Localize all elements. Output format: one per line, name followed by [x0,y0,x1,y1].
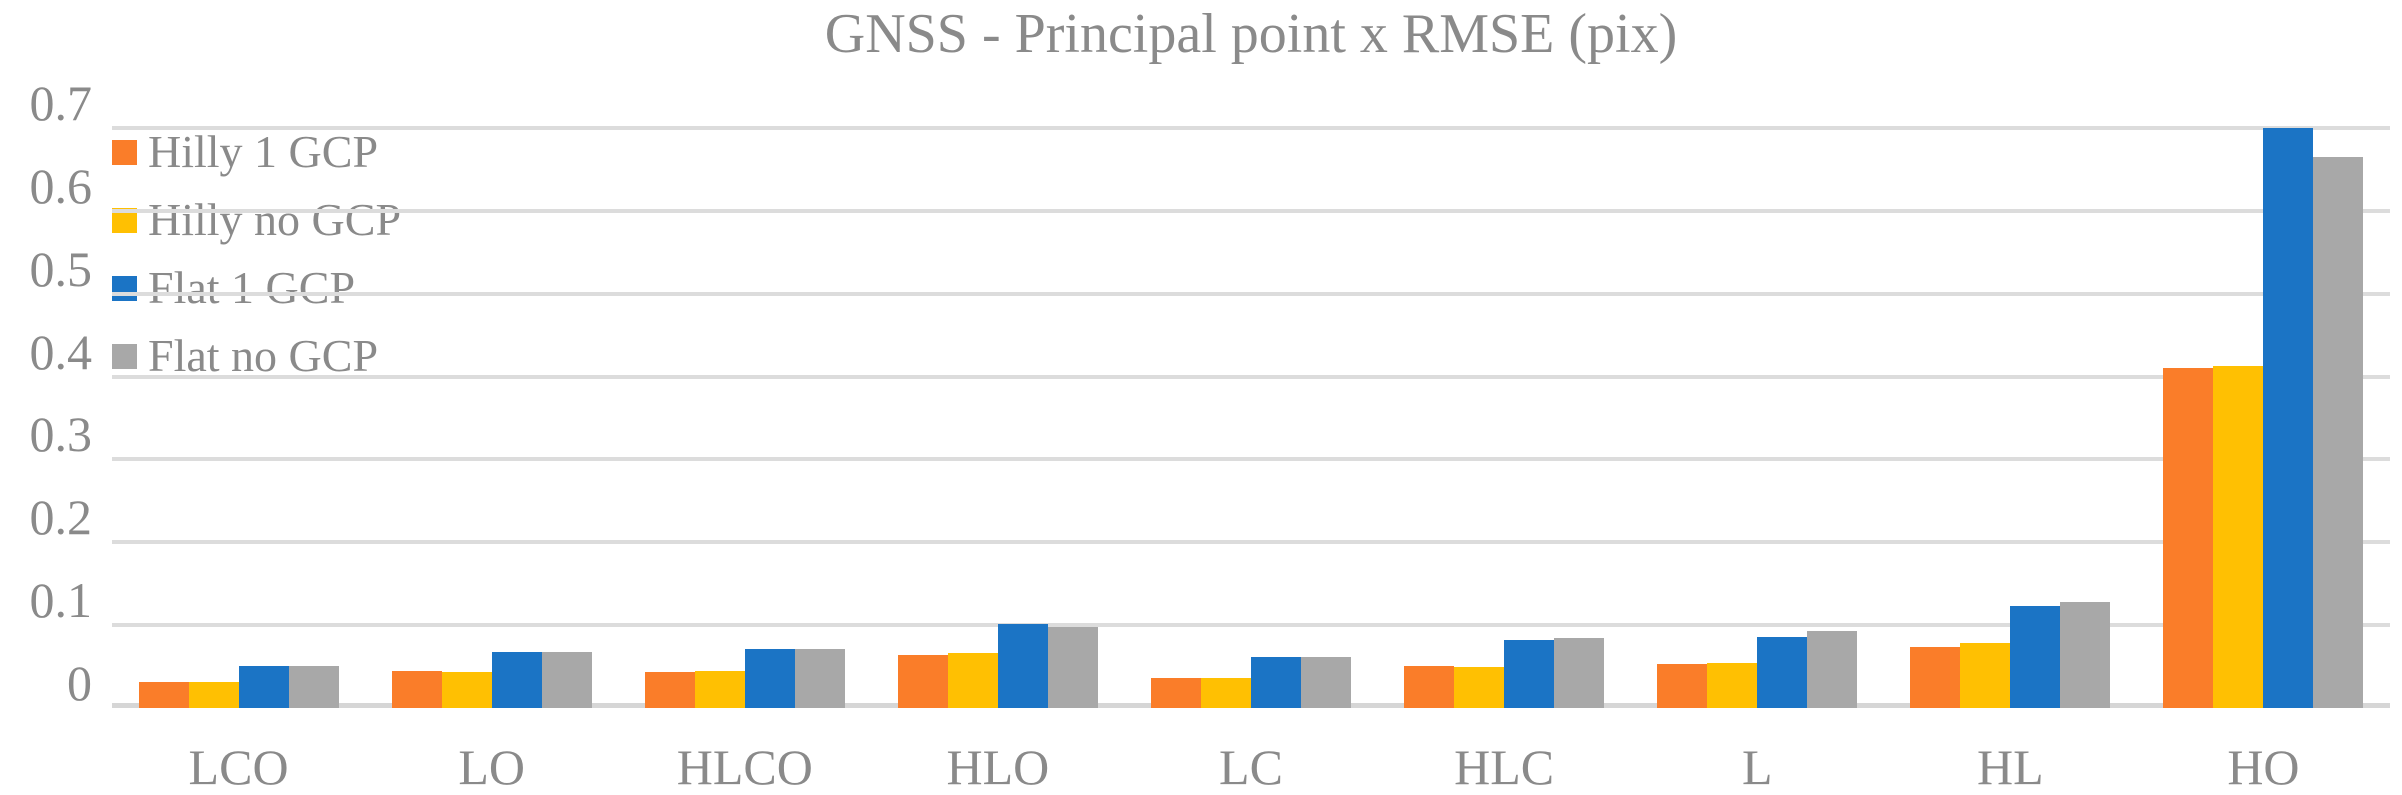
bar [288,665,339,708]
bar [2163,368,2214,708]
y-tick-label: 0.3 [29,406,93,463]
bar [1504,640,1555,708]
bar [1910,646,1961,708]
y-tick-label: 0.6 [29,157,93,214]
bar [1201,678,1251,708]
bar [1047,626,1098,708]
bar [1151,678,1201,708]
gridline [112,126,2390,130]
gridline [112,291,2390,296]
legend-item: Hilly 1 GCP [112,118,401,186]
legend-label: Flat no GCP [148,330,379,381]
bar [1807,630,1858,708]
gridline [112,208,2390,213]
y-tick-label: 0.2 [29,489,93,546]
x-category-label: HLC [1454,739,1555,795]
gridline [112,540,2390,545]
bar [644,671,695,708]
bar [138,681,189,708]
legend-label: Hilly no GCP [148,194,402,245]
bar [794,649,845,708]
bar [238,665,289,708]
bar [897,654,948,708]
bar [1301,657,1351,708]
gridline [112,623,2390,628]
bar [997,623,1048,708]
bar [2213,365,2264,708]
x-category-label: HL [1977,739,2044,795]
legend-item: Hilly no GCP [112,186,401,254]
y-tick-label: 0.1 [29,572,93,629]
x-category-label: L [1741,739,1773,795]
legend-label: Flat 1 GCP [148,262,356,313]
bar [744,649,795,708]
bar [1757,636,1808,708]
bar [947,652,998,708]
x-category-label: HLCO [676,739,813,795]
bar [2263,128,2314,708]
chart-title: GNSS - Principal point x RMSE (pix) [824,3,1678,65]
legend: Hilly 1 GCP Hilly no GCP Flat 1 GCP Flat no… [112,118,401,390]
legend-swatch-icon [112,275,137,301]
gridline [112,457,2390,462]
bar [491,651,542,708]
y-tick-label: 0.4 [29,323,93,380]
gridline [112,374,2390,379]
bar [2010,606,2061,708]
bar [1960,643,2011,708]
x-category-label: HO [2227,739,2300,795]
bar [2060,601,2111,708]
bar [1454,666,1505,708]
legend-item: Flat 1 GCP [112,254,401,322]
y-tick-label: 0.7 [29,75,93,131]
legend-item: Flat no GCP [112,322,401,390]
bar [541,651,592,708]
x-category-label: HLO [946,739,1050,795]
legend-swatch-icon [112,139,137,165]
bar [1554,638,1605,708]
bar [188,681,239,708]
x-category-label: LCO [188,739,289,795]
bar [441,671,492,708]
bar [694,670,745,708]
bar [2313,157,2364,708]
bar [1707,663,1758,708]
bar [1404,665,1455,708]
x-category-label: LC [1219,739,1283,795]
y-tick-label: 0.5 [29,240,93,297]
y-tick-label: 0 [67,655,92,711]
legend-swatch-icon [112,343,137,369]
bar [391,670,442,708]
legend-label: Hilly 1 GCP [148,126,379,177]
plot-area: Hilly 1 GCP Hilly no GCP Flat 1 GCP Flat no… [30,78,2390,792]
bar [1657,664,1708,708]
bar [1251,657,1301,708]
x-category-label: LO [458,739,525,795]
